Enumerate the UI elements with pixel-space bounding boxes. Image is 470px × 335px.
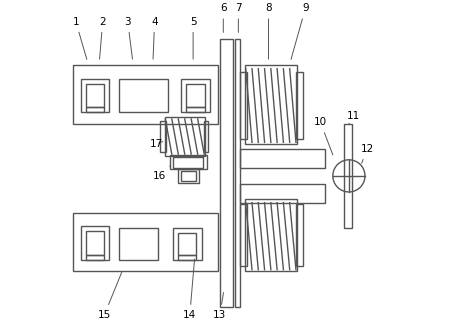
Bar (86, 231, 104, 255)
Text: 6: 6 (220, 3, 227, 32)
Bar (240, 149, 325, 168)
Text: 15: 15 (98, 272, 122, 320)
Bar (173, 157, 203, 168)
Bar (164, 117, 205, 156)
Text: 10: 10 (314, 117, 333, 155)
Bar (173, 228, 202, 260)
Text: 3: 3 (125, 17, 133, 59)
Bar (81, 226, 110, 260)
Bar (240, 184, 325, 203)
Bar (240, 72, 247, 139)
Text: 1: 1 (72, 17, 87, 59)
Bar (119, 228, 158, 260)
Bar (235, 39, 240, 307)
Bar (72, 65, 218, 124)
Bar (86, 84, 104, 107)
Bar (245, 199, 297, 271)
Bar (119, 79, 168, 112)
Text: 13: 13 (213, 292, 227, 320)
Text: 11: 11 (347, 111, 360, 124)
Text: 2: 2 (99, 17, 106, 59)
Text: 5: 5 (190, 17, 196, 59)
Bar (86, 255, 104, 260)
Text: 12: 12 (360, 144, 374, 163)
Bar (178, 233, 196, 255)
Bar (220, 39, 233, 307)
Text: 4: 4 (151, 17, 158, 59)
Bar (204, 121, 208, 152)
Bar (187, 84, 205, 107)
Bar (72, 213, 218, 271)
Bar (187, 107, 205, 112)
Bar (178, 169, 199, 183)
Bar (181, 79, 210, 112)
Bar (170, 155, 206, 169)
Bar (296, 72, 303, 139)
Text: 16: 16 (153, 166, 169, 181)
Bar (245, 65, 297, 144)
Bar (240, 204, 247, 266)
Text: 14: 14 (183, 259, 196, 320)
Bar (86, 107, 104, 112)
Bar (181, 171, 196, 181)
Bar (296, 204, 303, 266)
Bar (160, 121, 165, 152)
Text: 9: 9 (291, 3, 309, 59)
Bar (344, 124, 352, 228)
Text: 8: 8 (265, 3, 272, 59)
Text: 7: 7 (235, 3, 242, 32)
Bar (178, 255, 196, 260)
Text: 17: 17 (149, 139, 163, 149)
Bar (81, 79, 110, 112)
